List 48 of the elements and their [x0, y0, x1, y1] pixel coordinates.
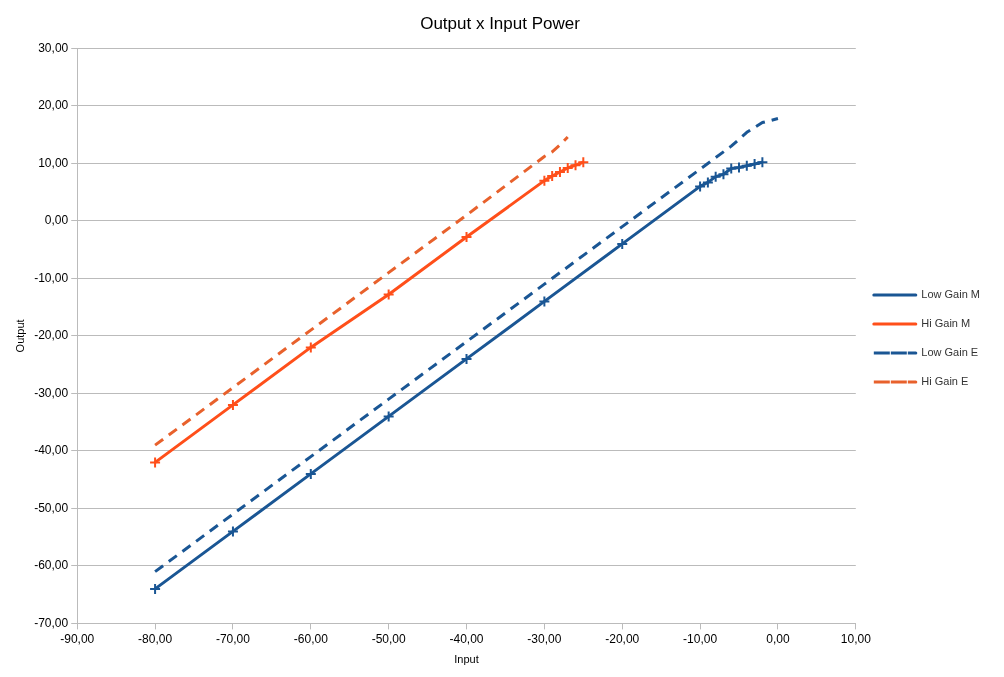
point: [382, 410, 395, 423]
chart-title: Output x Input Power: [420, 13, 581, 33]
point: [709, 170, 722, 183]
point: [694, 180, 707, 193]
point: [740, 159, 753, 172]
y-tick-label: -60,00: [34, 558, 69, 573]
point: [149, 456, 162, 469]
x-tick-label: -10,00: [683, 631, 718, 646]
x-tick-label: -20,00: [605, 631, 640, 646]
x-tick-label: -40,00: [449, 631, 484, 646]
point: [569, 159, 582, 172]
point: [226, 525, 239, 538]
point: [460, 231, 473, 243]
y-tick-label: -10,00: [34, 270, 69, 285]
y-tick-label: -40,00: [34, 443, 69, 458]
point: [717, 168, 730, 181]
x-axis-title: Input: [454, 653, 479, 666]
legend-label: Low Gain M: [921, 288, 981, 301]
y-tick-label: -50,00: [34, 500, 69, 515]
y-tick-label: 0,00: [44, 213, 69, 228]
y-tick-label: -70,00: [34, 615, 69, 630]
y-tick-label: 30,00: [38, 40, 69, 55]
legend-label: Hi Gain E: [921, 375, 969, 388]
point: [304, 341, 317, 354]
x-tick-label: -30,00: [527, 631, 562, 646]
y-tick-label: -30,00: [34, 385, 69, 400]
point: [725, 162, 738, 175]
x-tick-label: -90,00: [60, 631, 95, 646]
point: [561, 162, 574, 174]
line-series: [153, 135, 570, 447]
point: [577, 156, 590, 169]
x-tick-label: -50,00: [371, 631, 406, 646]
y-tick-label: 10,00: [38, 155, 69, 170]
x-tick-label: 0,00: [766, 631, 790, 646]
legend-label: Hi Gain M: [921, 317, 971, 330]
x-tick-label: -60,00: [293, 631, 329, 646]
point: [382, 288, 395, 301]
x-tick-label: -80,00: [138, 631, 173, 646]
point: [538, 174, 551, 187]
point: [538, 295, 551, 308]
legend-label: Low Gain E: [921, 346, 979, 359]
x-tick-label: -70,00: [215, 631, 251, 646]
point: [756, 156, 769, 169]
y-axis-title: Output: [13, 319, 26, 353]
point: [701, 176, 714, 189]
y-tick-label: 20,00: [38, 98, 69, 113]
x-tick-label: 10,00: [840, 631, 872, 646]
y-tick-label: -20,00: [34, 328, 69, 343]
